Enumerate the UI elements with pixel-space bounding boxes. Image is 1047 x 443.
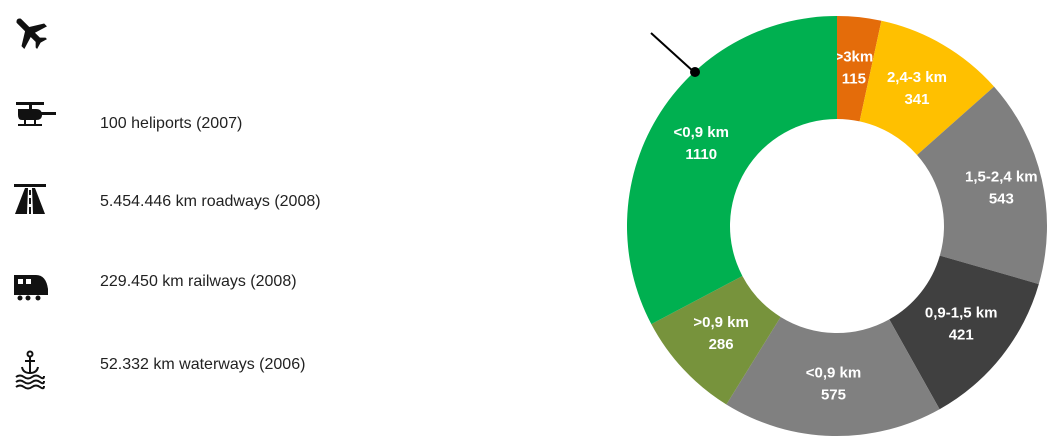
list-text: 52.332 km waterways (2006) [100,356,305,373]
pointer-line [650,32,695,73]
donut-segment [859,20,995,155]
list-text: 229.450 km railways (2008) [100,273,297,290]
donut-segment [726,316,940,436]
road-icon [14,184,46,214]
segment-category: >3km [834,48,873,65]
segment-category: 2,4-3 km [887,69,947,86]
donut-segment [626,16,837,325]
train-icon [14,275,48,301]
segment-value: 543 [989,191,1014,208]
segment-value: 575 [821,386,846,403]
segment-value: 341 [904,91,929,108]
plane-icon [16,18,47,49]
list-text: 5.454.446 km roadways (2008) [100,193,321,210]
segment-category: 0,9-1,5 km [925,304,998,321]
segment-value: 421 [949,326,974,343]
segment-category: <0,9 km [806,364,861,381]
anchor-icon [15,350,45,390]
donut-segment [837,16,882,122]
donut-chart: >3km 115 2,4-3 km 341 1,5-2,4 km 543 0,9-1,5 k… [626,16,1047,436]
donut-segment [651,275,781,405]
donut-segment [889,255,1039,410]
segment-value: 115 [842,70,866,87]
segment-category: >0,9 km [693,314,748,331]
segment-value: 286 [709,336,734,353]
segment-category: <0,9 km [674,124,729,141]
donut-segment [917,86,1047,285]
pointer-dot [690,67,700,77]
segment-category: 1,5-2,4 km [965,169,1038,186]
segment-value: 1110 [685,146,717,163]
helicopter-icon [16,102,56,126]
list-text: 100 heliports (2007) [100,115,242,132]
